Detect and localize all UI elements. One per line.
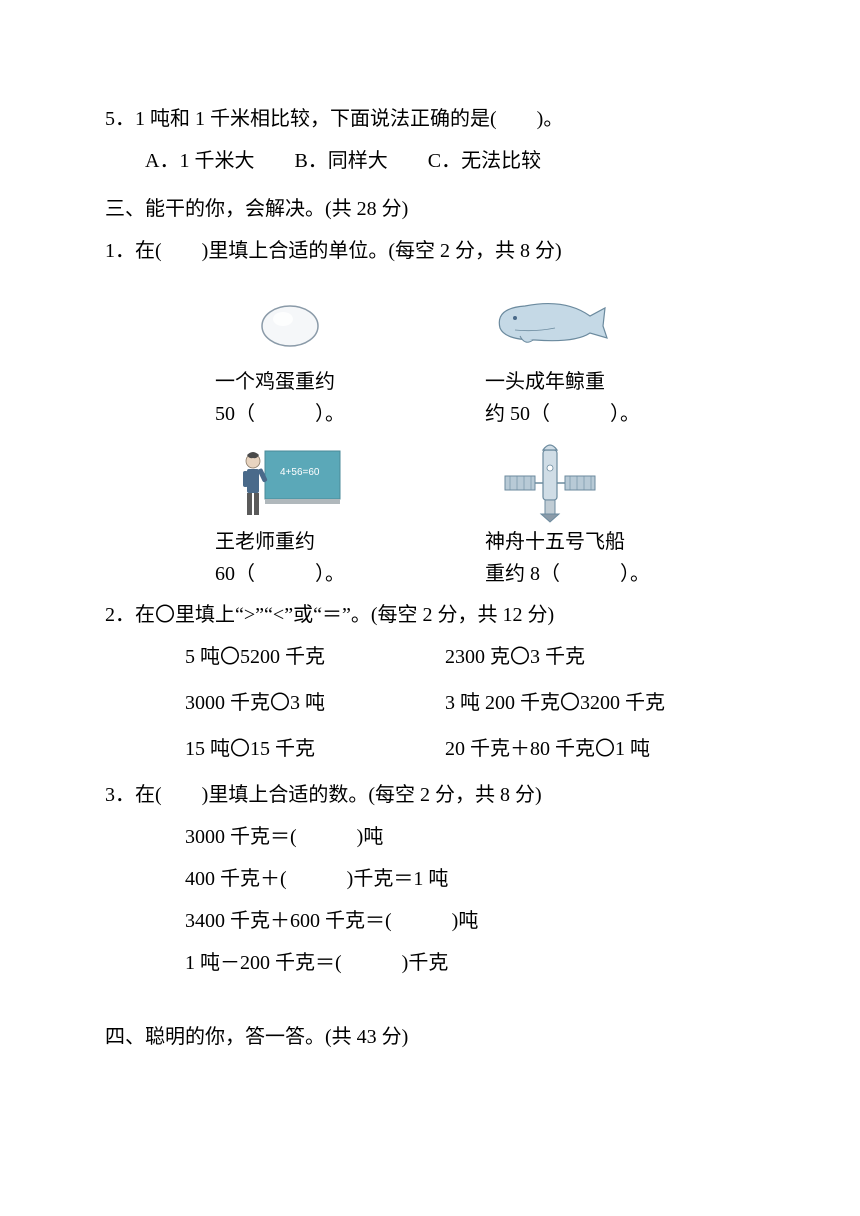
q1-imgrow2: 4+56=60 bbox=[105, 442, 755, 524]
s3-q3-stem: 3．在( )里填上合适的数。(每空 2 分，共 8 分) bbox=[105, 776, 755, 814]
teacher-icon: 4+56=60 bbox=[225, 442, 355, 524]
whale-icon bbox=[485, 282, 615, 364]
q2-r0c0: 5 吨〇5200 千克 bbox=[185, 638, 385, 676]
q1-caprow2: 王老师重约 60（ ）。 神舟十五号飞船 重约 8（ ）。 bbox=[105, 526, 755, 590]
q2-r1c1: 3 吨 200 千克〇3200 千克 bbox=[445, 684, 665, 722]
q1-imgrow1 bbox=[105, 282, 755, 364]
q1-item3-l2: 重约 8（ ）。 bbox=[485, 558, 685, 590]
section3-title: 三、能干的你，会解决。(共 28 分) bbox=[105, 190, 755, 228]
q1-item1-l2: 约 50（ ）。 bbox=[485, 398, 685, 430]
q1-item3-l1: 神舟十五号飞船 bbox=[485, 526, 685, 558]
q1-caprow1: 一个鸡蛋重约 50（ ）。 一头成年鲸重 约 50（ ）。 bbox=[105, 366, 755, 430]
q1-item2-l2: 60（ ）。 bbox=[215, 558, 415, 590]
q2-r0c1: 2300 克〇3 千克 bbox=[445, 638, 645, 676]
s3-q2-stem: 2．在〇里填上“>”“<”或“＝”。(每空 2 分，共 12 分) bbox=[105, 596, 755, 634]
q2-r2c1: 20 千克＋80 千克〇1 吨 bbox=[445, 730, 650, 768]
q5-optB: B．同样大 bbox=[294, 150, 387, 172]
q1-item1-l1: 一头成年鲸重 bbox=[485, 366, 685, 398]
q2-r1c0: 3000 千克〇3 吨 bbox=[185, 684, 385, 722]
q2-row1: 3000 千克〇3 吨 3 吨 200 千克〇3200 千克 bbox=[105, 684, 755, 722]
svg-text:4+56=60: 4+56=60 bbox=[280, 467, 320, 478]
q3-l3: 1 吨－200 千克＝( )千克 bbox=[105, 944, 755, 982]
q3-l1: 400 千克＋( )千克＝1 吨 bbox=[105, 860, 755, 898]
q1-item2-l1: 王老师重约 bbox=[215, 526, 415, 558]
q5-optA: A．1 千米大 bbox=[145, 150, 254, 172]
q1-item0-l2: 50（ ）。 bbox=[215, 398, 415, 430]
q2-row0: 5 吨〇5200 千克 2300 克〇3 千克 bbox=[105, 638, 755, 676]
q3-l2: 3400 千克＋600 千克＝( )吨 bbox=[105, 902, 755, 940]
spacecraft-icon bbox=[485, 442, 615, 524]
egg-icon bbox=[225, 282, 355, 364]
q2-row2: 15 吨〇15 千克 20 千克＋80 千克〇1 吨 bbox=[105, 730, 755, 768]
q5-options: A．1 千米大 B．同样大 C．无法比较 bbox=[105, 142, 755, 180]
q2-r2c0: 15 吨〇15 千克 bbox=[185, 730, 385, 768]
q1-item0-l1: 一个鸡蛋重约 bbox=[215, 366, 415, 398]
q5-stem: 5．1 吨和 1 千米相比较，下面说法正确的是( )。 bbox=[105, 100, 755, 138]
s3-q1-stem: 1．在( )里填上合适的单位。(每空 2 分，共 8 分) bbox=[105, 232, 755, 270]
section4-title: 四、聪明的你，答一答。(共 43 分) bbox=[105, 1018, 755, 1056]
q3-l0: 3000 千克＝( )吨 bbox=[105, 818, 755, 856]
q5-optC: C．无法比较 bbox=[428, 150, 541, 172]
